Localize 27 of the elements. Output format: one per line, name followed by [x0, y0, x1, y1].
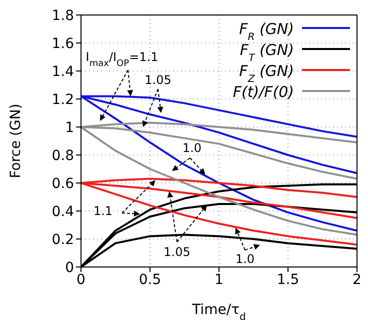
- y-tick-label: 1.8: [52, 8, 74, 24]
- annotation: 1.0: [182, 141, 202, 155]
- annotation: 1.0: [235, 252, 255, 266]
- y-tick-label: 0: [65, 260, 74, 276]
- x-tick-label: 0.5: [138, 272, 162, 288]
- legend-label: F$_{Z}$ (GN): [239, 62, 294, 84]
- y-tick-label: 1.2: [52, 92, 74, 108]
- y-tick-label: 0.2: [52, 232, 74, 248]
- legend-label: F(t)/F(0): [232, 83, 294, 101]
- y-tick-label: 0.8: [52, 148, 74, 164]
- x-tick-label: 1: [214, 272, 224, 288]
- y-tick-label: 0.6: [52, 176, 74, 192]
- y-tick-label: 1: [65, 120, 74, 136]
- x-tick-label: 0: [76, 272, 86, 288]
- legend-label: F$_{T}$ (GN): [240, 41, 294, 64]
- annotation: 1.1: [93, 204, 113, 218]
- y-tick-label: 0.4: [52, 204, 74, 220]
- annotation: I$_{max}$/I$_{OP}$=1.1: [86, 50, 158, 69]
- annotation: 1.05: [164, 245, 190, 259]
- x-tick-label: 2: [352, 272, 362, 288]
- x-tick-label: 1.5: [276, 272, 300, 288]
- y-tick-label: 1.4: [52, 64, 74, 80]
- annotation: 1.05: [144, 73, 172, 87]
- x-axis-title: Time/τ$_{d}$: [191, 302, 246, 320]
- legend-label: F$_{R}$ (GN): [239, 20, 294, 42]
- y-axis-title: Force (GN): [8, 104, 24, 178]
- y-tick-label: 1.6: [52, 36, 74, 52]
